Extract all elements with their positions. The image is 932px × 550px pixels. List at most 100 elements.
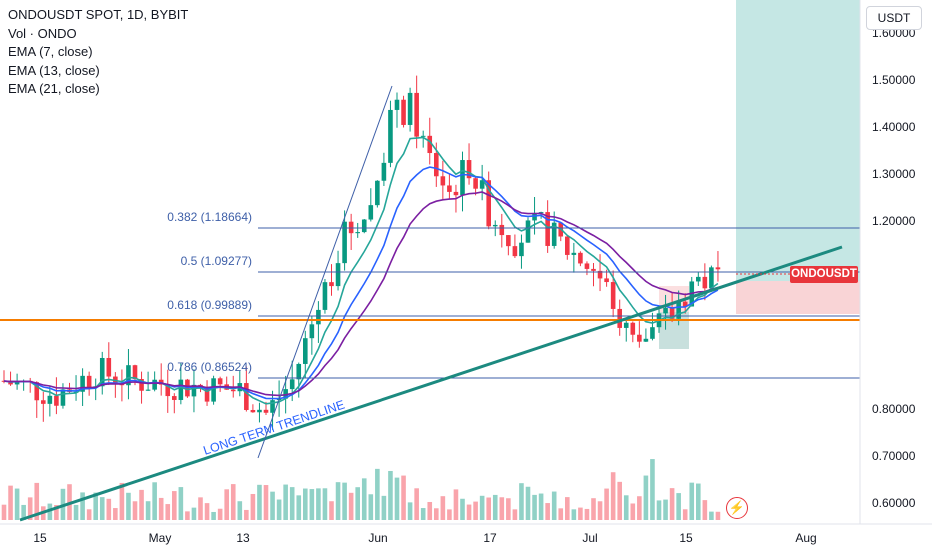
volume-bar xyxy=(73,504,79,520)
volume-bar xyxy=(132,501,138,520)
candle-body xyxy=(250,409,256,413)
volume-bar xyxy=(663,499,668,520)
candle-body xyxy=(420,135,426,137)
chart-legend: ONDOUSDT SPOT, 1D, BYBIT Vol · ONDO EMA … xyxy=(8,6,188,99)
candle-body xyxy=(610,282,616,309)
candle-body xyxy=(545,212,550,246)
volume-bar xyxy=(316,488,321,520)
candle-body xyxy=(682,301,688,307)
volume-bar xyxy=(682,509,688,520)
candle-body xyxy=(525,220,531,243)
candle-body xyxy=(289,379,295,390)
volume-bar xyxy=(473,501,478,520)
candle-body xyxy=(637,334,642,342)
volume-bar xyxy=(643,475,649,520)
candle-body xyxy=(316,309,321,325)
candle-body xyxy=(696,276,701,282)
indicator-ema-21[interactable]: EMA (21, close) xyxy=(8,81,100,96)
price-axis-label: 0.80000 xyxy=(872,402,916,416)
volume-bar xyxy=(519,483,524,520)
candle-body xyxy=(650,327,655,339)
candle-body xyxy=(296,363,302,380)
candle-body xyxy=(643,338,649,342)
volume-bar xyxy=(466,504,472,520)
price-axis-label: 0.70000 xyxy=(872,449,916,463)
volume-bar xyxy=(427,501,433,520)
volume-bar xyxy=(591,498,596,520)
time-axis-label: 15 xyxy=(33,531,47,545)
candle-body xyxy=(204,386,210,402)
candle-body xyxy=(394,99,400,110)
candle-body xyxy=(630,322,636,335)
candle-body xyxy=(709,267,714,289)
candle-body xyxy=(407,92,413,125)
volume-bar xyxy=(250,493,256,520)
candle-body xyxy=(519,242,524,257)
volume-bar xyxy=(460,498,465,520)
volume-bar xyxy=(257,484,262,520)
candle-body xyxy=(145,389,151,391)
candle-body xyxy=(172,396,177,400)
candle-body xyxy=(244,383,249,410)
candle-body xyxy=(414,92,419,137)
candle-body xyxy=(335,263,341,287)
volume-bar xyxy=(309,489,315,520)
volume-bar xyxy=(492,494,498,520)
fib-level-label: 0.786 (0.86524) xyxy=(167,360,252,374)
volume-bar xyxy=(54,505,59,520)
lightning-icon[interactable]: ⚡ xyxy=(726,497,748,519)
candle-body xyxy=(460,160,465,196)
volume-bar xyxy=(8,485,13,520)
volume-bar xyxy=(355,487,360,520)
volume-bar xyxy=(165,504,171,520)
price-axis-label: 1.50000 xyxy=(872,73,916,87)
candle-body xyxy=(447,185,452,192)
volume-bar xyxy=(27,497,33,520)
volume-bar xyxy=(499,497,505,520)
countdown-tag: 23:34:51 xyxy=(874,284,921,298)
volume-bar xyxy=(656,500,662,520)
indicator-ema-7[interactable]: EMA (7, close) xyxy=(8,44,93,59)
volume-bar xyxy=(610,472,616,520)
volume-bar xyxy=(348,492,354,520)
volume-bar xyxy=(198,497,203,520)
candle-body xyxy=(591,268,596,271)
currency-button[interactable]: USDT xyxy=(866,6,922,30)
volume-bar xyxy=(525,486,531,520)
volume-bar xyxy=(584,508,590,520)
volume-bar xyxy=(506,498,511,520)
indicator-ema-13[interactable]: EMA (13, close) xyxy=(8,62,100,78)
candle-body xyxy=(604,278,609,283)
ema-13-line xyxy=(3,166,719,400)
volume-bar xyxy=(486,497,491,520)
candle-body xyxy=(41,400,46,404)
candle-body xyxy=(715,267,721,270)
fib-level-label: 0.382 (1.18664) xyxy=(167,210,252,224)
volume-bar xyxy=(191,507,197,520)
candle-body xyxy=(492,224,498,227)
fib-level-label: 0.618 (0.99889) xyxy=(167,298,252,312)
candle-body xyxy=(368,205,374,220)
time-axis-label: May xyxy=(149,531,172,545)
candle-body xyxy=(54,395,59,406)
last-price-tag: 1.08691 xyxy=(874,267,918,281)
volume-bar xyxy=(211,511,216,520)
indicator-volume[interactable]: Vol · ONDO xyxy=(8,25,77,41)
candle-body xyxy=(597,270,603,279)
volume-bar xyxy=(702,500,708,520)
volume-bar xyxy=(152,482,157,520)
volume-bar xyxy=(617,481,622,520)
orange-price-tag: 0.98740 xyxy=(874,367,918,381)
candle-body xyxy=(283,389,288,399)
volume-bar xyxy=(34,482,40,520)
volume-bar xyxy=(224,489,229,520)
candle-body xyxy=(309,324,315,339)
candle-body xyxy=(152,379,157,390)
volume-bar xyxy=(453,489,459,520)
candle-body xyxy=(381,162,387,181)
candle-body xyxy=(165,384,171,397)
volume-bar xyxy=(578,507,583,520)
candle-body xyxy=(355,232,360,234)
volume-bar xyxy=(447,509,452,520)
